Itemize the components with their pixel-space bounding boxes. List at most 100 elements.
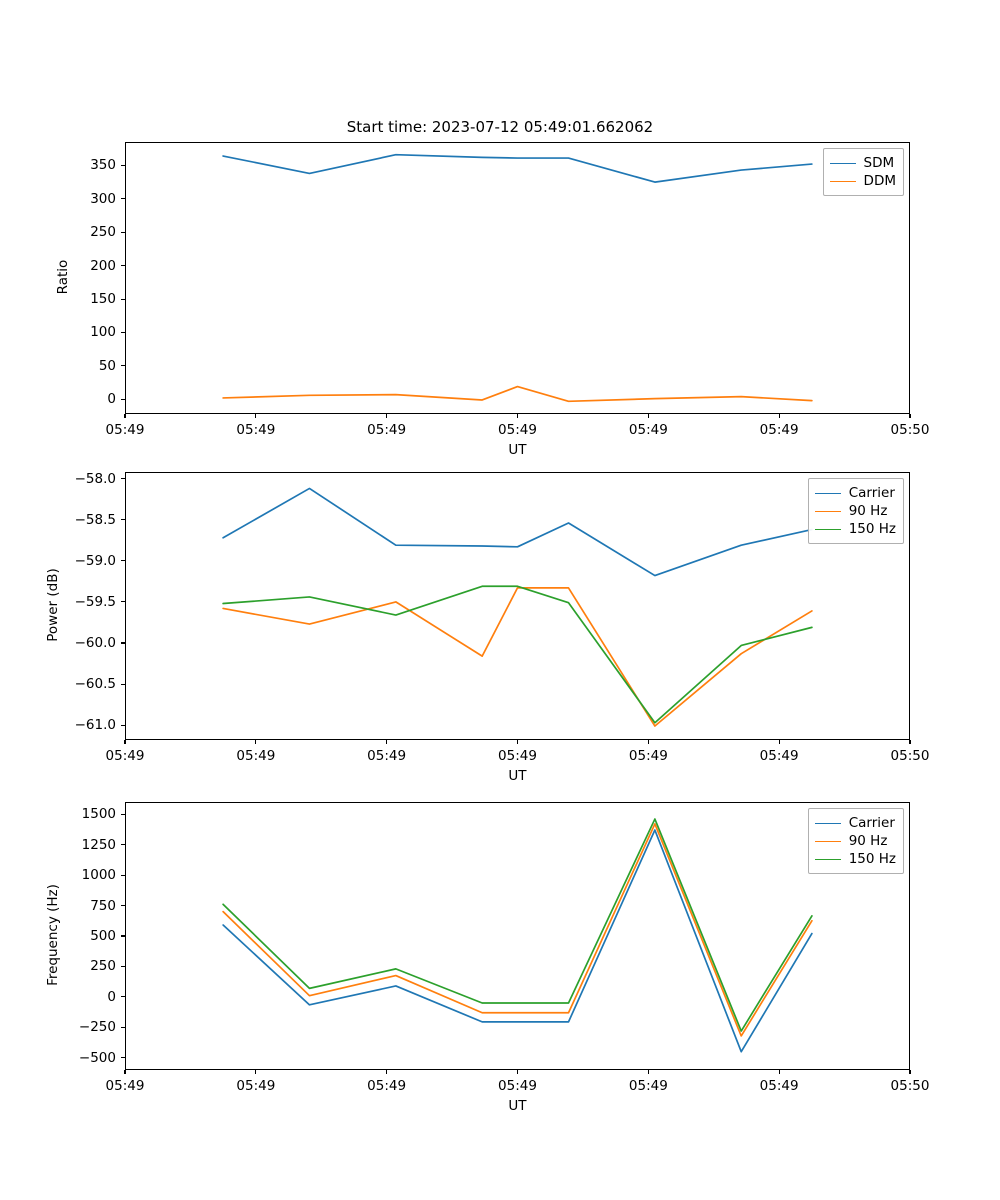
- subplot-ratio: 0 50 100 150 200 250 300 350 05:49 05:49 05:49 05:4…: [55, 142, 929, 458]
- y-axis-label: Frequency (Hz): [45, 884, 61, 986]
- y-tick-mark: [121, 198, 125, 200]
- x-axis-label: UT: [508, 1098, 527, 1114]
- plot-area-ratio: [125, 142, 910, 414]
- x-tick-label: 05:49: [236, 1078, 276, 1094]
- data-lines: [222, 487, 813, 727]
- x-tick-label: 05:49: [105, 422, 145, 438]
- x-tick-mark: [516, 740, 519, 744]
- series-line-carrier: [222, 487, 813, 577]
- x-tick-mark: [909, 740, 911, 744]
- y-tick-label: 250: [90, 224, 116, 241]
- x-tick-label: 05:50: [890, 422, 930, 438]
- x-tick-mark: [124, 414, 126, 418]
- legend-line-icon: [814, 492, 841, 494]
- legend-item-150-hz[interactable]: 150 Hz: [814, 520, 896, 538]
- x-tick-label: 05:50: [890, 748, 930, 764]
- x-tick-mark: [386, 414, 388, 418]
- legend-label: SDM: [863, 155, 895, 171]
- legend-label: 150 Hz: [848, 521, 896, 537]
- figure-title: Start time: 2023-07-12 05:49:01.662062: [346, 118, 654, 136]
- y-tick-mark: [121, 1026, 125, 1028]
- legend[interactable]: SDM DDM: [822, 148, 904, 196]
- y-tick-mark: [121, 844, 125, 846]
- x-tick-mark: [647, 1070, 649, 1074]
- y-tick-mark: [121, 874, 125, 876]
- x-tick-mark: [778, 740, 780, 744]
- plot-area-power: [125, 472, 910, 740]
- legend-line-icon: [814, 840, 841, 842]
- y-tick-label: −58.5: [74, 511, 116, 528]
- y-tick-label: 200: [90, 257, 116, 274]
- y-tick-mark: [121, 265, 125, 267]
- x-tick-mark: [255, 1070, 257, 1074]
- y-tick-mark: [121, 683, 125, 685]
- x-tick-mark: [255, 740, 257, 744]
- x-tick-mark: [386, 740, 388, 744]
- legend-line-icon: [814, 528, 841, 530]
- legend[interactable]: Carrier 90 Hz 150 Hz: [807, 808, 904, 874]
- y-tick-label: 500: [90, 928, 116, 944]
- x-tick-label: 05:49: [236, 748, 276, 764]
- legend-item-90-hz[interactable]: 90 Hz: [814, 502, 896, 520]
- y-tick-mark: [121, 398, 125, 400]
- y-tick-label: 150: [90, 291, 116, 308]
- series-line-sdm: [222, 153, 813, 183]
- legend-item-carrier[interactable]: Carrier: [814, 484, 896, 502]
- y-tick-label: 350: [90, 157, 116, 174]
- legend-label: Carrier: [848, 485, 895, 501]
- y-tick-label: −60.0: [74, 634, 116, 651]
- x-tick-label: 05:49: [759, 1078, 799, 1094]
- x-tick-mark: [124, 740, 126, 744]
- y-tick-label: 1500: [81, 806, 116, 823]
- x-tick-label: 05:49: [498, 422, 537, 438]
- y-tick-label: 1000: [81, 867, 116, 884]
- x-tick-label: 05:49: [105, 748, 145, 764]
- y-tick-label: −59.0: [74, 552, 116, 569]
- y-tick-label: 300: [90, 190, 116, 207]
- legend-item-sdm[interactable]: SDM: [829, 154, 896, 172]
- y-tick-mark: [121, 231, 125, 233]
- y-tick-label: −61.0: [74, 717, 116, 734]
- legend-line-icon: [829, 180, 856, 182]
- x-tick-label: 05:49: [367, 1078, 407, 1094]
- x-tick-label: 05:49: [498, 1078, 537, 1094]
- y-tick-mark: [121, 813, 125, 815]
- x-tick-label: 05:49: [236, 422, 276, 438]
- x-tick-mark: [386, 1070, 388, 1074]
- y-tick-label: −59.5: [74, 593, 116, 610]
- subplot-power: −58.0 −58.5 −59.0 −59.5 −60.0 −60.5 −61.0 05:49…: [45, 471, 929, 784]
- x-tick-mark: [255, 414, 257, 418]
- y-tick-label: −60.5: [74, 676, 116, 693]
- y-tick-label: 750: [90, 897, 116, 914]
- x-axis-label: UT: [508, 442, 527, 458]
- y-tick-label: 250: [90, 958, 116, 975]
- legend-label: 90 Hz: [848, 833, 888, 849]
- x-tick-label: 05:49: [759, 748, 799, 764]
- legend[interactable]: Carrier 90 Hz 150 Hz: [807, 478, 904, 544]
- y-tick-label: 1250: [81, 836, 116, 853]
- y-tick-label: 0: [107, 988, 116, 1005]
- y-tick-mark: [121, 724, 125, 726]
- y-tick-mark: [121, 642, 125, 644]
- y-tick-mark: [121, 935, 125, 937]
- x-tick-mark: [778, 1070, 780, 1074]
- x-tick-mark: [516, 1070, 519, 1074]
- legend-item-90-hz[interactable]: 90 Hz: [814, 832, 896, 850]
- x-tick-mark: [124, 1070, 126, 1074]
- legend-item-150-hz[interactable]: 150 Hz: [814, 850, 896, 868]
- legend-item-ddm[interactable]: DDM: [829, 172, 896, 190]
- x-tick-mark: [647, 414, 649, 418]
- y-tick-mark: [121, 601, 125, 603]
- y-tick-mark: [121, 164, 125, 166]
- legend-item-carrier[interactable]: Carrier: [814, 814, 896, 832]
- x-tick-label: 05:49: [367, 748, 407, 764]
- y-tick-mark: [121, 478, 125, 480]
- x-tick-mark: [778, 414, 780, 418]
- data-lines: [222, 153, 813, 403]
- y-axis-label: Ratio: [55, 259, 71, 295]
- y-tick-mark: [121, 298, 125, 300]
- y-tick-mark: [121, 365, 125, 367]
- x-tick-label: 05:49: [628, 1078, 668, 1094]
- y-tick-label: 100: [90, 324, 116, 341]
- legend-label: Carrier: [848, 815, 895, 831]
